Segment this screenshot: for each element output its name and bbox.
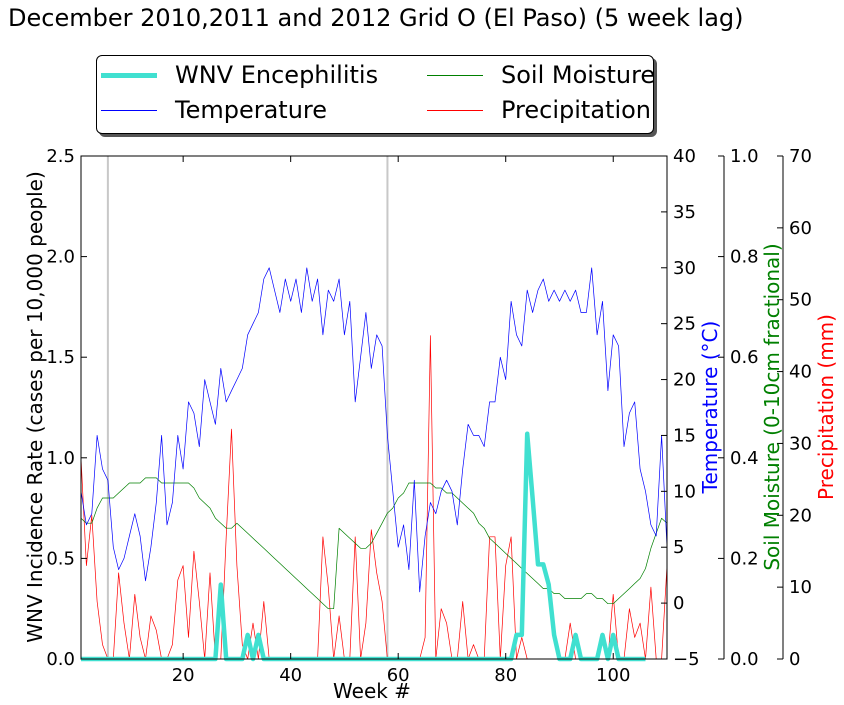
soil-tick-label: 0.8	[730, 247, 759, 268]
temperature-tick-label: 10	[673, 481, 696, 502]
temperature-tick-label: 20	[673, 370, 696, 391]
plot-area	[80, 156, 668, 662]
legend-swatch-precip	[427, 109, 483, 111]
x-tick-label: 80	[494, 665, 517, 686]
precipitation-axis-label: Precipitation (mm)	[814, 314, 838, 500]
precip-tick-label: 10	[789, 577, 812, 598]
precip-tick-label: 0	[789, 649, 800, 670]
legend-swatch-temp	[101, 109, 157, 111]
left-axis-label: WNV Incidence Rate (cases per 10,000 peo…	[23, 171, 47, 643]
x-tick-label: 20	[172, 665, 195, 686]
soil-tick-label: 1.0	[730, 146, 759, 167]
soil-tick-label: 0.2	[730, 548, 759, 569]
left-tick-label: 1.5	[46, 347, 75, 368]
temperature-tick-label: 30	[673, 258, 696, 279]
left-tick-label: 2.5	[46, 146, 75, 167]
chart-title: December 2010,2011 and 2012 Grid O (El P…	[8, 4, 744, 32]
precip-tick-label: 60	[789, 218, 812, 239]
soil-axis-label: Soil Moisture (0-10cm fractional)	[760, 243, 784, 570]
precip-tick-label: 30	[789, 433, 812, 454]
legend-label-soil: Soil Moisture	[501, 61, 656, 89]
left-tick-label: 0.0	[46, 649, 75, 670]
precip-tick-label: 50	[789, 290, 812, 311]
legend-label-wnv: WNV Encephilitis	[175, 61, 379, 89]
temperature-axis-label: Temperature (°C)	[698, 321, 722, 495]
legend-item-soil: Soil Moisture	[427, 61, 655, 89]
precip-tick-label: 70	[789, 146, 812, 167]
legend-item-wnv: WNV Encephilitis	[101, 61, 378, 89]
legend-swatch-wnv	[101, 72, 157, 78]
soil-tick-label: 0.0	[730, 649, 759, 670]
x-tick-label: 60	[387, 665, 410, 686]
plot-frame	[80, 155, 668, 660]
precip-tick-label: 40	[789, 362, 812, 383]
precip-tick-label: 20	[789, 505, 812, 526]
temperature-tick-label: 5	[673, 537, 684, 558]
legend-label-temp: Temperature	[175, 96, 328, 124]
legend-item-precip: Precipitation	[427, 96, 651, 124]
temperature-tick-label: 0	[673, 593, 684, 614]
left-tick-label: 2.0	[46, 247, 75, 268]
legend-swatch-soil	[427, 74, 483, 76]
temperature-tick-label: 25	[673, 314, 696, 335]
x-axis-label: Week #	[333, 679, 411, 703]
series-line-soil-moisture	[80, 477, 668, 610]
series-line-temperature	[80, 267, 668, 593]
series-line-precipitation	[80, 335, 668, 660]
soil-tick-label: 0.4	[730, 448, 759, 469]
legend-label-precip: Precipitation	[501, 96, 652, 124]
legend-item-temp: Temperature	[101, 96, 327, 124]
series-line-wnv-encephilitis	[81, 431, 646, 662]
temperature-tick-label: 40	[673, 146, 696, 167]
left-tick-label: 1.0	[46, 448, 75, 469]
x-tick-label: 40	[279, 665, 302, 686]
soil-tick-label: 0.6	[730, 347, 759, 368]
legend: WNV Encephilitis Soil Moisture Temperatu…	[96, 55, 655, 134]
left-tick-label: 0.5	[46, 548, 75, 569]
x-tick-label: 100	[596, 665, 630, 686]
axes: 20 40 60 80 1000.00.51.01.52.02.5−5051015202…	[46, 146, 812, 686]
temperature-tick-label: 35	[673, 202, 696, 223]
temperature-tick-label: 15	[673, 425, 696, 446]
temperature-tick-label: −5	[673, 649, 700, 670]
